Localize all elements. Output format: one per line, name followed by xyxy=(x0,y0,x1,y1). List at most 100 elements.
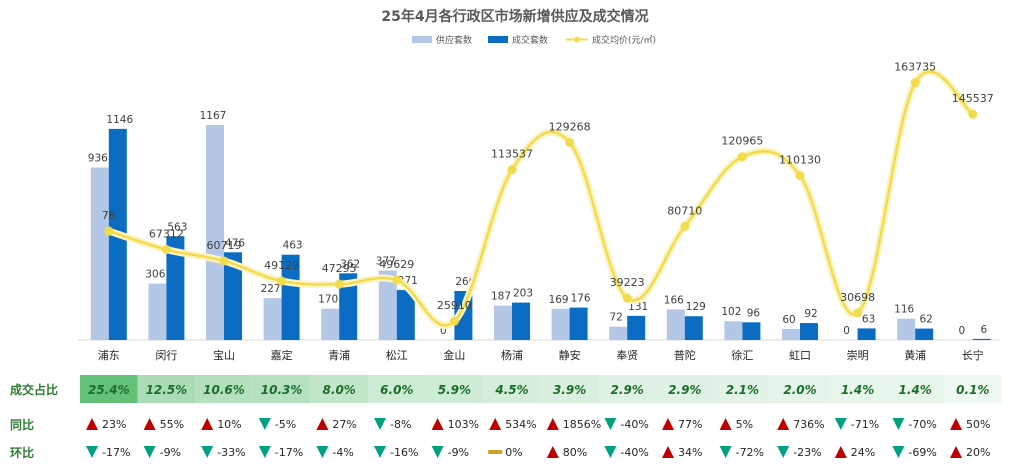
share-cell xyxy=(80,375,138,403)
deal-value-label: 129 xyxy=(686,301,706,313)
flat-bar-icon xyxy=(488,450,503,454)
share-cell xyxy=(944,375,1002,403)
down-arrow-icon xyxy=(834,418,847,430)
share-value: 2.1% xyxy=(726,383,759,397)
deal-bar xyxy=(684,316,703,340)
share-cell xyxy=(252,375,311,403)
deal-bar xyxy=(512,302,530,340)
yoy-value: -8% xyxy=(390,418,411,431)
share-cell xyxy=(656,375,714,403)
legend-swatch-deal xyxy=(488,36,508,43)
row-header: 成交占比 xyxy=(10,382,58,397)
deal-bar xyxy=(224,252,242,340)
down-arrow-icon xyxy=(892,446,905,458)
share-value: 25.4% xyxy=(88,383,130,397)
deal-value-label: 362 xyxy=(340,258,360,270)
up-arrow-icon xyxy=(143,418,156,430)
price-point xyxy=(622,293,632,303)
supply-value-label: 377 xyxy=(376,256,396,268)
price-point xyxy=(334,279,344,289)
price-value-label: 120965 xyxy=(721,135,763,148)
mom-value: -9% xyxy=(448,446,469,459)
deal-bar xyxy=(281,254,300,340)
share-value: 2.0% xyxy=(783,383,816,397)
category-label: 青浦 xyxy=(328,349,350,362)
yoy-value: 10% xyxy=(217,418,241,431)
share-value: 0.1% xyxy=(956,383,989,397)
supply-bar xyxy=(897,318,916,340)
deal-bar xyxy=(396,290,415,340)
price-value-label: 113537 xyxy=(491,148,533,161)
supply-bar xyxy=(206,125,224,340)
mom-value: -16% xyxy=(390,446,418,459)
mom-value: -33% xyxy=(217,446,245,459)
price-value-label: 67312 xyxy=(149,228,184,241)
supply-value-label: 60 xyxy=(782,314,795,326)
down-arrow-icon xyxy=(258,446,271,458)
supply-value-label: 0 xyxy=(843,325,850,337)
up-arrow-icon xyxy=(662,446,674,458)
share-cell xyxy=(713,375,772,403)
price-value-label: 30698 xyxy=(840,291,875,304)
down-arrow-icon xyxy=(604,418,617,430)
deal-bar xyxy=(857,328,876,340)
share-cell xyxy=(540,375,599,403)
mom-value: -23% xyxy=(793,446,821,459)
price-point xyxy=(161,245,171,255)
supply-value-label: 0 xyxy=(958,325,965,337)
up-arrow-icon xyxy=(86,418,98,430)
deal-bar xyxy=(742,322,761,340)
yoy-value: 103% xyxy=(448,418,479,431)
supply-value-label: 166 xyxy=(664,294,684,306)
down-arrow-icon xyxy=(719,446,732,458)
supply-bar xyxy=(378,270,397,340)
legend-label-deal: 成交套数 xyxy=(512,34,548,46)
yoy-value: 55% xyxy=(160,418,184,431)
down-arrow-icon xyxy=(604,446,617,458)
down-arrow-icon xyxy=(258,418,271,430)
down-arrow-icon xyxy=(374,418,386,430)
deal-value-label: 463 xyxy=(283,240,303,252)
yoy-value: 5% xyxy=(736,418,753,431)
price-point xyxy=(680,221,690,231)
up-arrow-icon xyxy=(546,418,559,430)
share-cell xyxy=(771,375,829,403)
mom-value: -40% xyxy=(620,446,648,459)
mom-value: 34% xyxy=(678,446,702,459)
yoy-value: 77% xyxy=(678,418,702,431)
category-label: 松江 xyxy=(386,348,408,362)
deal-value-label: 476 xyxy=(225,237,245,249)
supply-bar xyxy=(782,328,800,340)
category-label: 嘉定 xyxy=(271,348,293,362)
down-arrow-icon xyxy=(374,446,386,458)
category-label: 虹口 xyxy=(789,349,811,362)
supply-bar xyxy=(494,305,512,340)
mom-value: 80% xyxy=(563,446,587,459)
supply-value-label: 936 xyxy=(88,153,108,165)
down-arrow-icon xyxy=(86,446,98,458)
price-point xyxy=(910,78,920,88)
deal-value-label: 176 xyxy=(571,293,591,305)
share-value: 10.6% xyxy=(203,383,245,397)
yoy-value: 50% xyxy=(966,418,990,431)
share-value: 1.4% xyxy=(841,383,874,397)
deal-value-label: 96 xyxy=(747,307,761,319)
up-arrow-icon xyxy=(546,446,559,458)
deal-bar xyxy=(339,273,358,340)
supply-bar xyxy=(263,298,282,340)
deal-bar xyxy=(569,307,588,340)
price-value-label: 163735 xyxy=(894,61,936,74)
share-cell xyxy=(483,375,541,403)
category-label: 宝山 xyxy=(213,348,235,362)
row-header: 同比 xyxy=(10,417,34,432)
legend-label-supply: 供应套数 xyxy=(436,34,472,46)
share-value: 10.3% xyxy=(261,383,303,397)
supply-value-label: 187 xyxy=(491,291,511,303)
share-value: 12.5% xyxy=(146,383,188,397)
chart-title: 25年4月各行政区市场新增供应及成交情况 xyxy=(381,8,648,25)
down-arrow-icon xyxy=(143,446,156,458)
price-point xyxy=(219,256,229,266)
share-cell xyxy=(368,375,426,403)
deal-value-label: 203 xyxy=(513,288,533,300)
